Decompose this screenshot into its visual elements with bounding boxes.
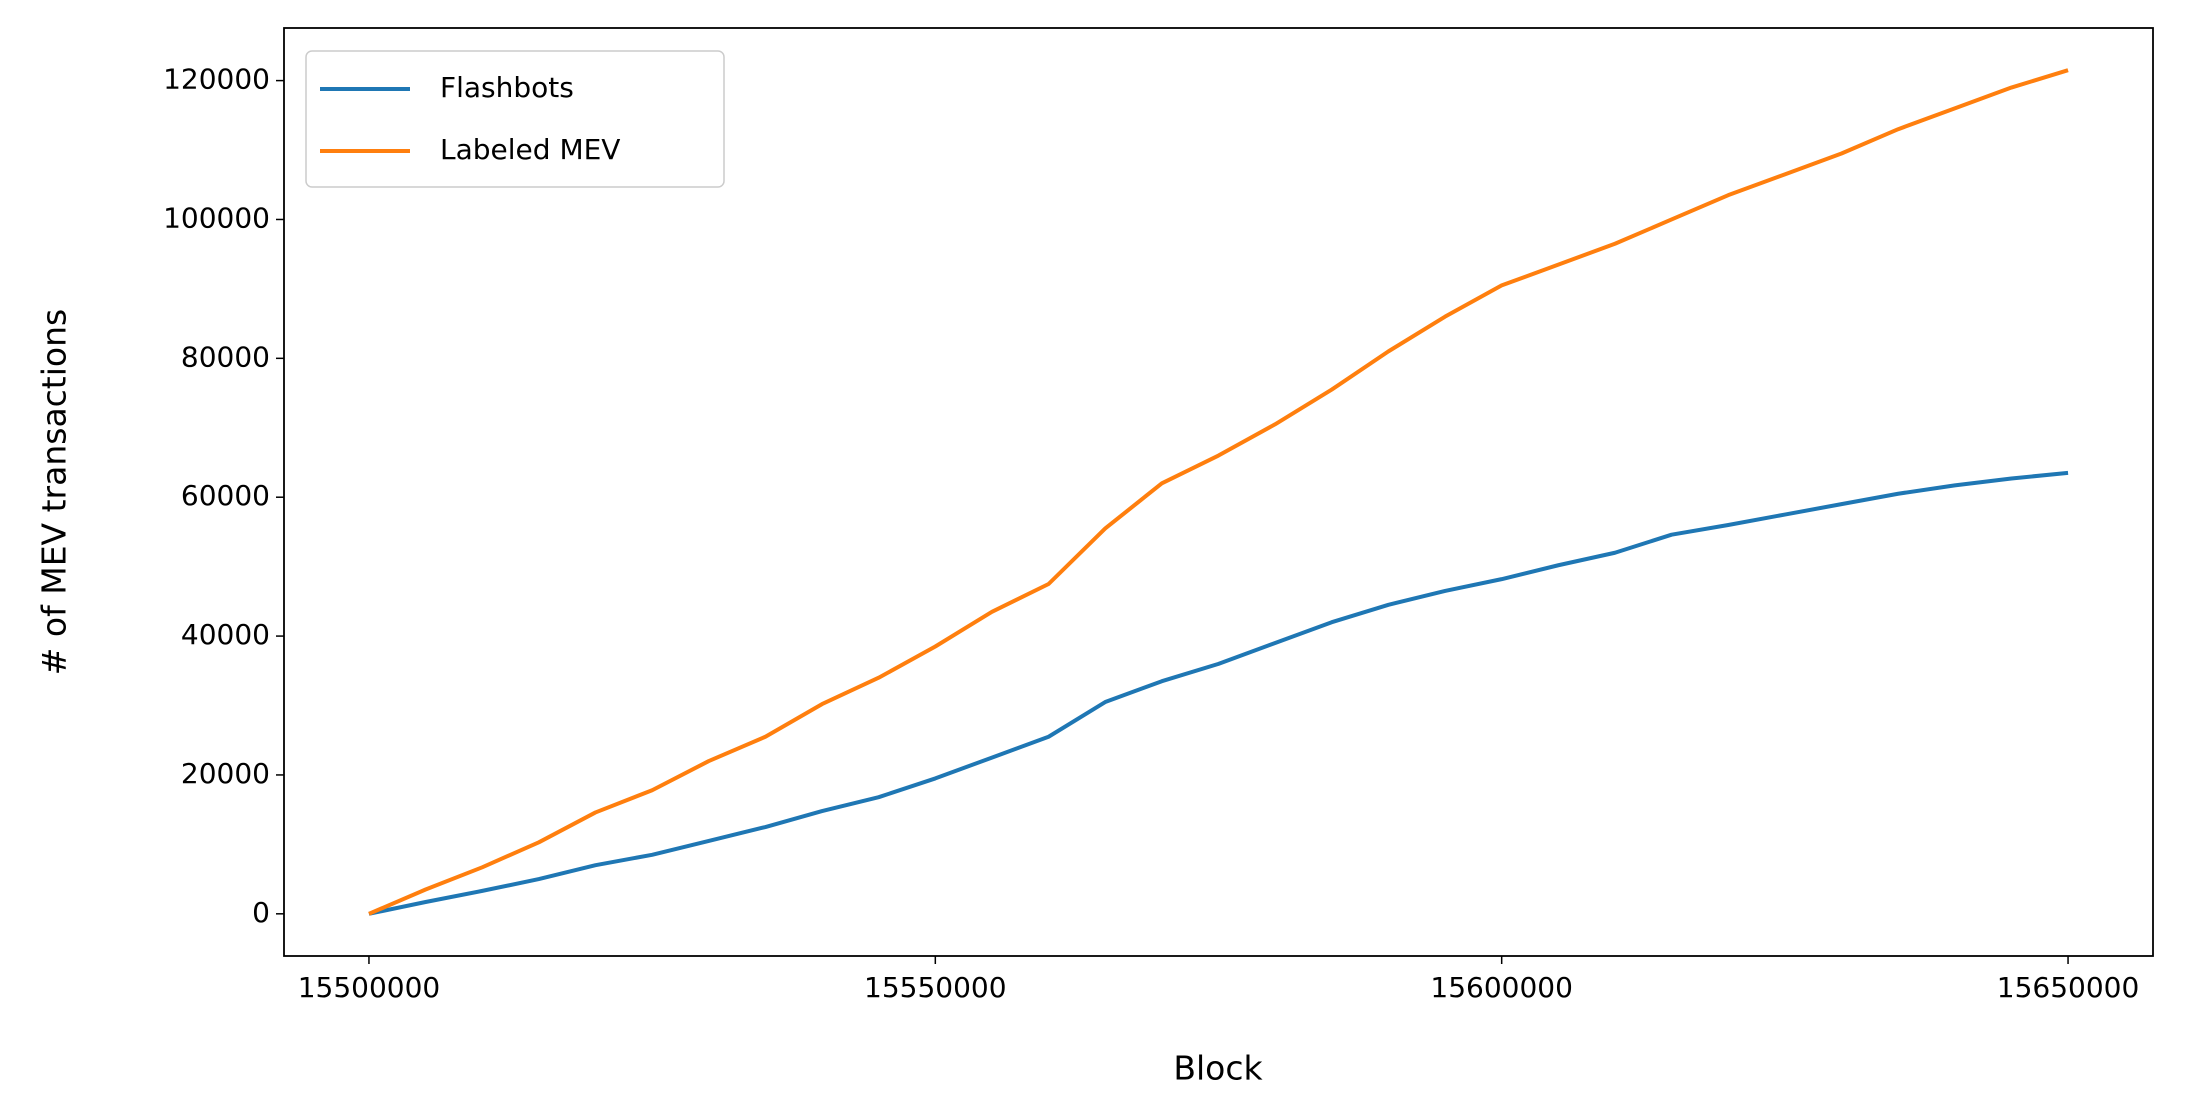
x-tick-label: 15550000 bbox=[864, 971, 1007, 1004]
x-tick-label: 15500000 bbox=[298, 971, 441, 1004]
y-tick-label: 60000 bbox=[181, 479, 270, 512]
y-tick-label: 80000 bbox=[181, 340, 270, 373]
x-tick-label: 15650000 bbox=[1997, 971, 2140, 1004]
legend-box bbox=[305, 50, 725, 188]
y-axis-label: # of MEV transactions bbox=[35, 309, 74, 675]
x-axis-label: Block bbox=[1173, 1049, 1263, 1088]
y-tick-label: 100000 bbox=[163, 201, 270, 234]
y-tick-label: 20000 bbox=[181, 757, 270, 790]
y-tick-label: 120000 bbox=[163, 63, 270, 96]
y-tick-label: 40000 bbox=[181, 618, 270, 651]
legend-label: Labeled MEV bbox=[440, 133, 620, 166]
y-tick-label: 0 bbox=[252, 896, 270, 929]
legend-label: Flashbots bbox=[440, 71, 574, 104]
x-tick-label: 15600000 bbox=[1430, 971, 1573, 1004]
series-line bbox=[368, 68, 2069, 916]
plot-frame bbox=[283, 27, 2154, 957]
series-line bbox=[368, 470, 2069, 916]
